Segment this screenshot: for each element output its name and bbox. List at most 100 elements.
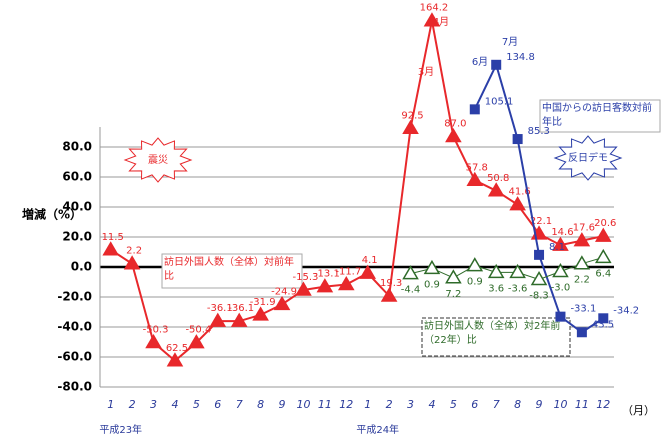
legend-entry: 中国からの訪日客数対前年比: [542, 102, 658, 130]
annotation: 6月: [472, 56, 488, 68]
chart: 増減（%） （月） -80.0-60.0-40.0-20.00.020.040.…: [0, 0, 672, 439]
marker: [104, 243, 118, 255]
legend-label: 訪日外国人数（全体）対2年前（22年）比: [424, 320, 568, 348]
data-label: 19.3: [380, 278, 402, 289]
data-label: -24.9: [271, 286, 297, 297]
data-label: 17.6: [573, 223, 595, 234]
data-label: 6.4: [595, 268, 611, 279]
y-tick-label: -80.0: [57, 380, 92, 394]
x-unit: （月）: [622, 404, 655, 417]
marker: [555, 312, 565, 322]
x-tick-label: 3: [407, 398, 414, 411]
x-tick-label: 7: [236, 398, 243, 411]
y-tick-label: 0.0: [71, 260, 92, 274]
annotation: 反日デモ: [568, 151, 608, 164]
data-label: -3.0: [551, 283, 571, 294]
y-tick-label: -20.0: [57, 290, 92, 304]
legend-entry: 訪日外国人数（全体）対前年比: [164, 256, 300, 286]
annotation: 3月: [418, 66, 434, 78]
x-tick-label: 10: [553, 398, 567, 411]
data-label: -8.3: [529, 290, 549, 301]
x-tick-label: 10: [296, 398, 310, 411]
data-label: 0.9: [424, 279, 440, 290]
data-label: 3.6: [488, 283, 504, 294]
marker: [339, 278, 353, 290]
x-tick-label: 5: [450, 398, 457, 411]
data-label: -33.1: [570, 304, 596, 315]
x-tick-label: 8: [514, 398, 521, 411]
data-label: 20.6: [594, 218, 616, 229]
x-tick-label: 3: [150, 398, 157, 411]
x-tick-label: 4: [171, 398, 178, 411]
x-tick-label: 6: [471, 398, 478, 411]
year-label: 平成23年: [99, 423, 142, 436]
data-label: 57.8: [466, 162, 488, 173]
marker: [532, 272, 546, 284]
data-label: -11.7: [335, 267, 361, 278]
data-label: 7.2: [445, 289, 461, 300]
data-label: 0.9: [467, 277, 483, 288]
marker: [446, 271, 460, 283]
y-tick-label: -40.0: [57, 320, 92, 334]
marker: [596, 250, 610, 262]
data-label: 164.2: [420, 3, 449, 14]
data-label: -50.3: [143, 324, 169, 335]
x-tick-label: 9: [279, 398, 286, 411]
x-tick-label: 2: [129, 398, 136, 411]
marker: [468, 173, 482, 185]
marker: [254, 308, 268, 320]
x-tick-label: 9: [536, 398, 543, 411]
marker: [596, 229, 610, 241]
y-tick-label: 40.0: [62, 200, 92, 214]
data-label: -34.2: [613, 305, 639, 316]
data-label: 85.3: [528, 126, 550, 137]
data-label: 2.2: [574, 275, 590, 286]
data-label: 105.1: [485, 96, 514, 107]
data-label: -31.9: [250, 297, 276, 308]
x-tick-label: 7: [493, 398, 500, 411]
data-label: 11.5: [102, 232, 124, 243]
marker: [470, 104, 480, 114]
x-tick-label: 1: [107, 398, 114, 411]
y-tick-label: 80.0: [62, 140, 92, 154]
marker: [577, 327, 587, 337]
y-tick-label: 20.0: [62, 230, 92, 244]
x-tick-label: 5: [193, 398, 200, 411]
y-tick-label: 60.0: [62, 170, 92, 184]
marker: [275, 297, 289, 309]
x-tick-label: 2: [386, 398, 393, 411]
y-tick-label: -60.0: [57, 350, 92, 364]
annotation: 震災: [148, 154, 168, 166]
marker: [468, 259, 482, 271]
data-label: 62.5: [166, 343, 188, 354]
data-label: 134.8: [506, 52, 535, 63]
marker: [125, 257, 139, 269]
x-tick-label: 8: [257, 398, 264, 411]
data-label: 4.1: [362, 255, 378, 266]
data-label: -4.4: [401, 285, 421, 296]
legend-label: 訪日外国人数（全体）対前年比: [164, 256, 300, 284]
data-label: 87.0: [444, 119, 466, 130]
data-label: -3.6: [508, 283, 528, 294]
data-label: 8.1: [549, 242, 565, 253]
legend-label: 中国からの訪日客数対前年比: [542, 102, 658, 130]
marker: [147, 335, 161, 347]
marker: [404, 121, 418, 133]
x-tick-label: 6: [214, 398, 221, 411]
x-tick-label: 4: [428, 398, 435, 411]
marker: [446, 130, 460, 142]
annotation: 4月: [433, 16, 449, 28]
data-label: -50.4: [185, 325, 211, 336]
legend-entry: 訪日外国人数（全体）対2年前（22年）比: [424, 320, 568, 354]
marker: [513, 134, 523, 144]
x-tick-label: 12: [596, 398, 610, 411]
data-label: 92.5: [401, 110, 423, 121]
marker: [491, 60, 501, 70]
data-label: 14.6: [551, 227, 573, 238]
year-label: 平成24年: [356, 423, 399, 436]
data-label: 50.8: [487, 173, 509, 184]
x-tick-label: 12: [339, 398, 353, 411]
x-tick-label: 11: [575, 398, 589, 411]
marker: [534, 250, 544, 260]
x-tick-label: 11: [318, 398, 332, 411]
